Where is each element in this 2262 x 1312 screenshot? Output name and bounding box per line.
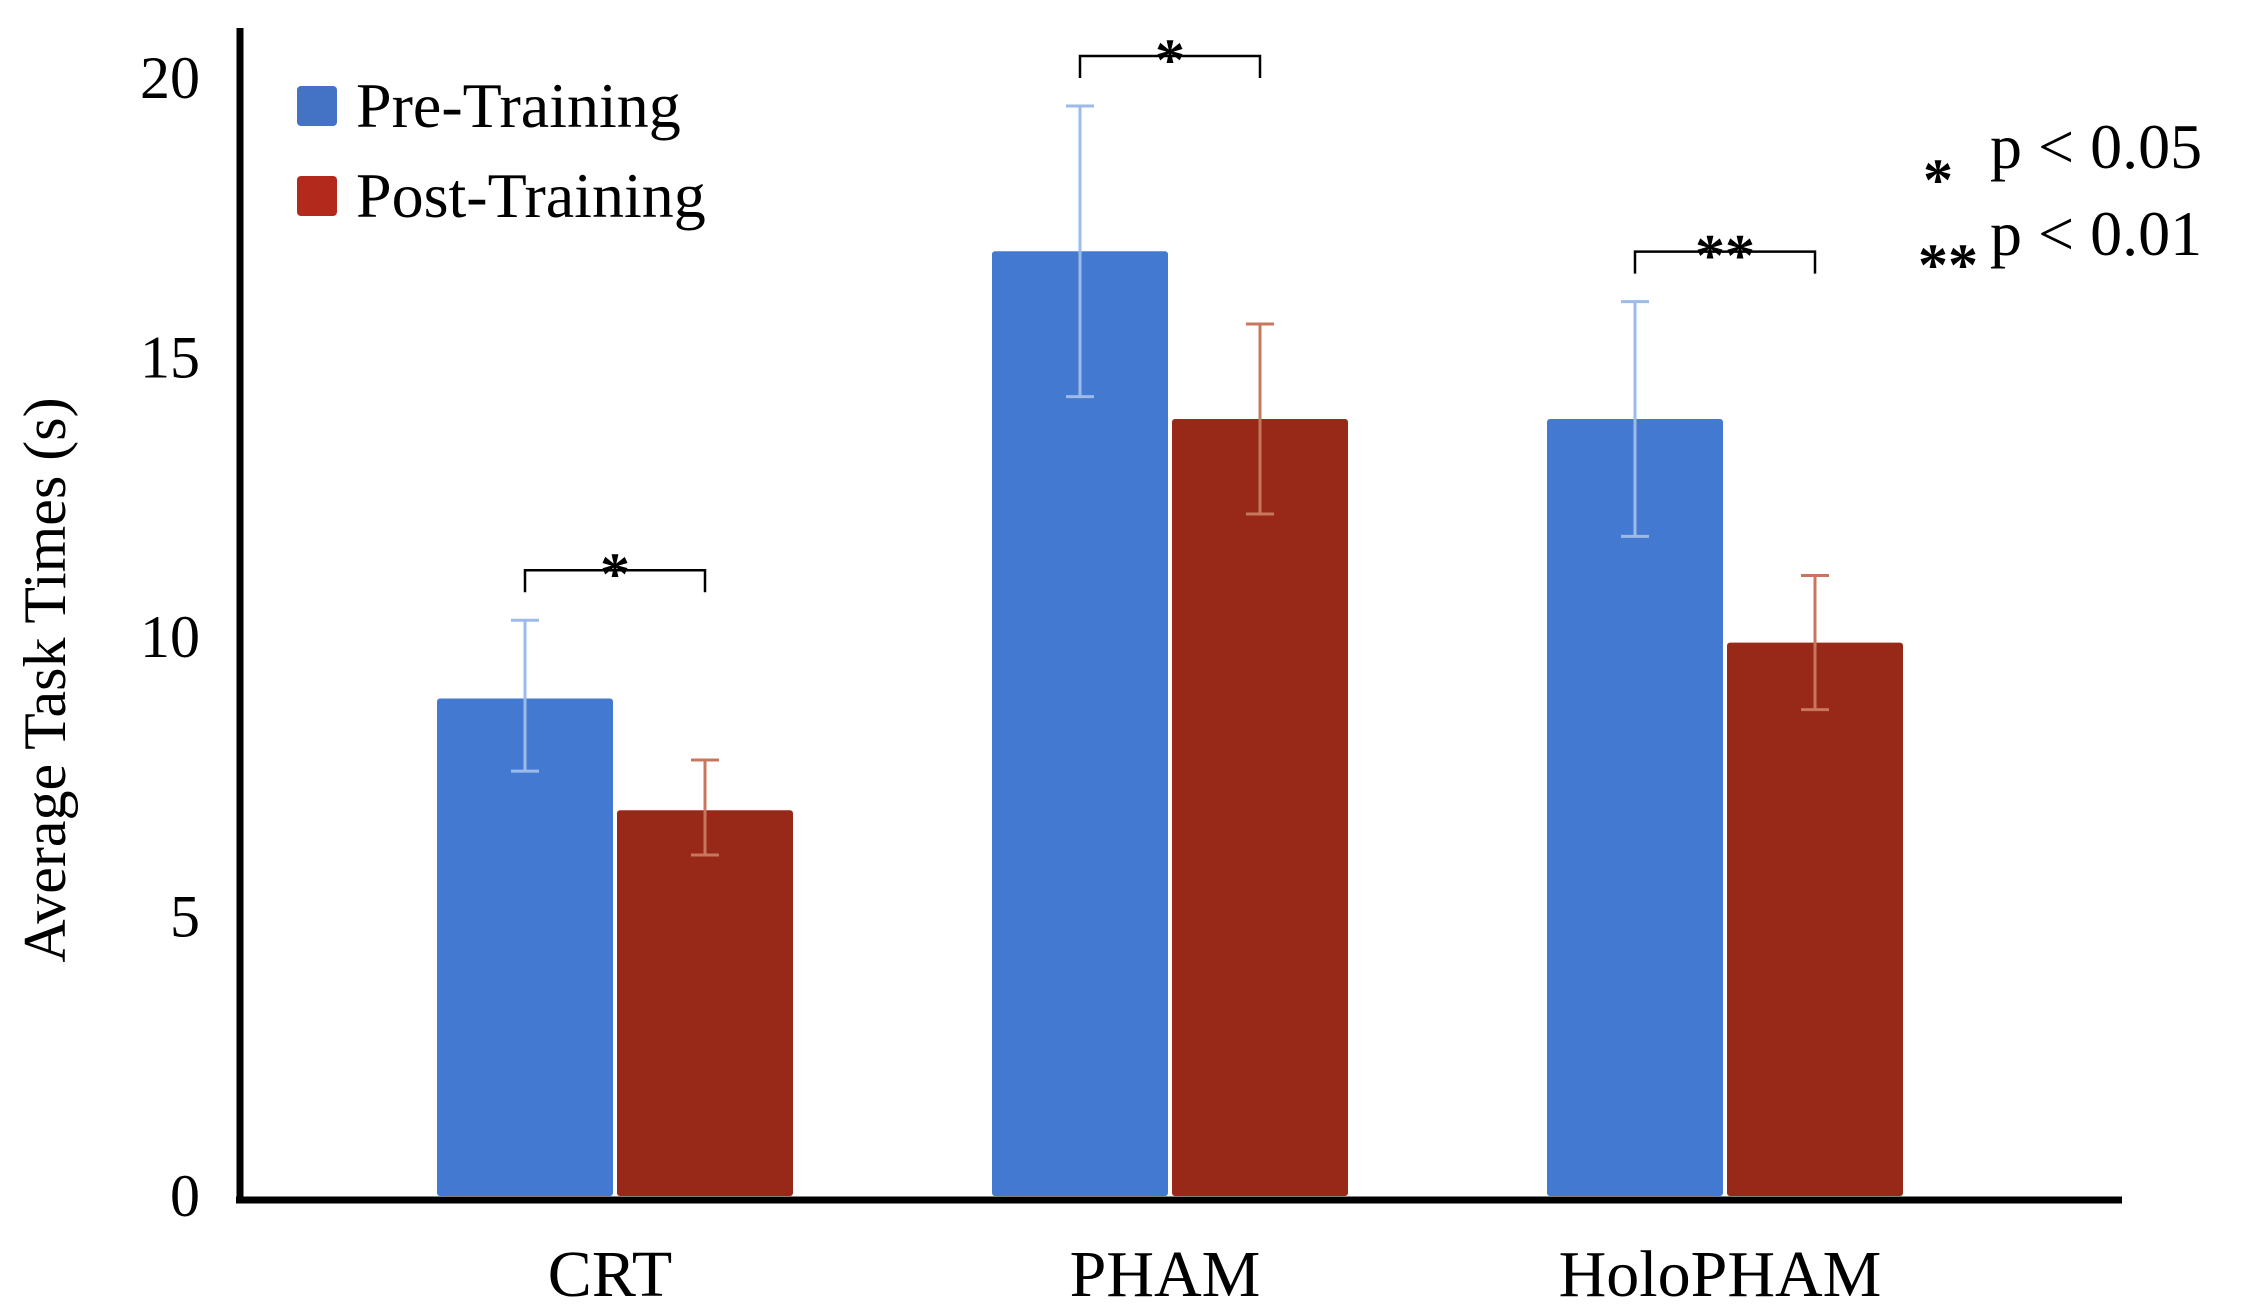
significance-bracket-pham: *	[1078, 27, 1262, 93]
sig-key-marker-2: **	[1918, 232, 1978, 298]
significance-bracket-holopham: **	[1633, 223, 1817, 289]
legend: Pre-Training Post-Training	[297, 70, 706, 231]
error-bar-post-training-pham	[1246, 322, 1274, 516]
x-tick-label-pham: PHAM	[1070, 1238, 1261, 1311]
error-bars-layer	[511, 104, 1829, 857]
bar-pre-training-crt	[437, 698, 613, 1196]
bar-post-training-pham	[1172, 418, 1348, 1196]
legend-swatch-post-training	[297, 176, 337, 216]
error-bar-pre-training-pham	[1066, 104, 1094, 399]
y-tick-label: 20	[140, 45, 200, 111]
y-axis-label: Average Task Times (s)	[12, 397, 78, 962]
significance-key: * p < 0.05 ** p < 0.01	[1918, 111, 2202, 298]
error-bar-post-training-holopham	[1801, 574, 1829, 712]
bar-pre-training-pham	[992, 251, 1168, 1197]
legend-swatch-pre-training	[297, 86, 337, 126]
significance-marker-crt: *	[600, 541, 630, 607]
y-tick-label: 15	[140, 325, 200, 391]
x-tick-label-holopham: HoloPHAM	[1559, 1238, 1882, 1311]
x-tick-label-crt: CRT	[548, 1238, 672, 1311]
legend-label-post-training: Post-Training	[356, 160, 706, 231]
sig-key-marker-1: *	[1923, 147, 1953, 213]
significance-marker-pham: *	[1155, 27, 1185, 93]
bar-post-training-crt	[617, 810, 793, 1196]
error-bar-pre-training-crt	[511, 618, 539, 773]
x-tick-labels: CRT PHAM HoloPHAM	[548, 1238, 1882, 1311]
y-tick-labels: 0 5 10 15 20	[140, 45, 200, 1229]
sig-key-text-1: p < 0.05	[1990, 111, 2202, 182]
y-tick-label: 0	[170, 1163, 200, 1229]
significance-marker-holopham: **	[1695, 223, 1755, 289]
sig-key-text-2: p < 0.01	[1990, 198, 2202, 269]
error-bar-post-training-crt	[691, 758, 719, 857]
bar-pre-training-holopham	[1547, 418, 1723, 1196]
bar-post-training-holopham	[1727, 642, 1903, 1196]
y-tick-label: 5	[170, 884, 200, 950]
significance-layer: ****	[523, 27, 1817, 607]
bars-layer	[437, 251, 1903, 1197]
error-bar-pre-training-holopham	[1621, 300, 1649, 538]
y-tick-label: 10	[140, 604, 200, 670]
legend-label-pre-training: Pre-Training	[356, 70, 681, 141]
significance-bracket-crt: *	[523, 541, 707, 607]
